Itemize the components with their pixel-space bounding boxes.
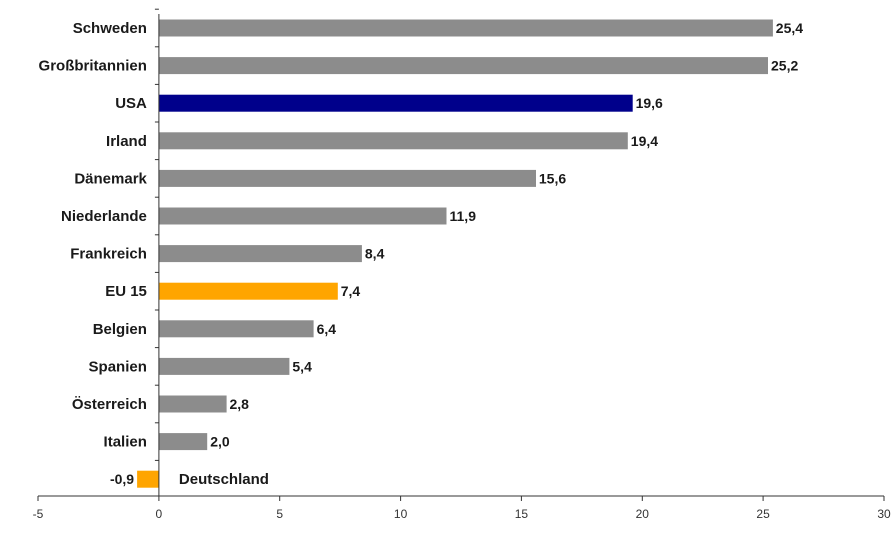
- bar-großbritannien: [158, 57, 768, 75]
- bar-niederlande: [158, 207, 447, 225]
- value-label: 7,4: [341, 283, 361, 299]
- bar-dänemark: [158, 169, 536, 187]
- category-label: Irland: [106, 133, 147, 150]
- value-labels-group: 25,4 25,2 19,6 19,4 15,6 11,9 8,4 7,4 6,4 5,4 2,8 2…: [110, 20, 803, 487]
- y-axis-ticks-group: [154, 8, 159, 461]
- bar-belgien: [158, 320, 314, 338]
- category-label: USA: [115, 95, 147, 112]
- category-label: Niederlande: [61, 208, 147, 225]
- value-label: 19,4: [631, 133, 658, 149]
- value-label: 11,9: [450, 208, 477, 224]
- category-label: Deutschland: [179, 471, 269, 488]
- x-tick-label: 10: [394, 507, 408, 521]
- category-labels-group: Schweden Großbritannien USA Irland Dänemark N…: [39, 20, 269, 488]
- category-label: Belgien: [93, 321, 147, 338]
- bar-italien: [158, 433, 208, 451]
- bar-österreich: [158, 395, 227, 413]
- value-label: 2,8: [230, 396, 250, 412]
- x-tick-label: 5: [276, 507, 283, 521]
- x-tick-label: 15: [515, 507, 529, 521]
- x-axis-ticks-group: -5 0 5 10 15 20 25 30: [33, 496, 891, 521]
- bar-frankreich: [158, 245, 362, 263]
- bar-deutschland: [137, 470, 159, 488]
- category-label: Dänemark: [74, 170, 147, 187]
- bar-eu-15: [158, 282, 338, 300]
- value-label: 15,6: [539, 170, 566, 186]
- category-label: Frankreich: [70, 246, 147, 263]
- value-label: 19,6: [636, 95, 663, 111]
- category-label: Großbritannien: [39, 58, 147, 75]
- value-label: 8,4: [365, 246, 385, 262]
- category-label: Österreich: [72, 396, 147, 413]
- bar-irland: [158, 132, 628, 150]
- x-tick-label: 0: [156, 507, 163, 521]
- category-label: Schweden: [73, 20, 147, 37]
- value-label: 25,2: [771, 58, 798, 74]
- bar-spanien: [158, 357, 290, 375]
- x-tick-label: 20: [636, 507, 650, 521]
- value-label: 5,4: [292, 358, 312, 374]
- x-tick-label: 25: [756, 507, 770, 521]
- value-label: 6,4: [317, 321, 337, 337]
- value-label: 2,0: [210, 434, 230, 450]
- value-label: 25,4: [776, 20, 803, 36]
- bar-schweden: [158, 19, 773, 37]
- category-label: Spanien: [89, 358, 147, 375]
- category-label: EU 15: [105, 283, 147, 300]
- category-label: Italien: [104, 434, 147, 451]
- bars-group: [137, 19, 773, 488]
- bar-usa: [158, 94, 633, 112]
- x-tick-label: -5: [33, 507, 44, 521]
- x-tick-label: 30: [877, 507, 891, 521]
- value-label: -0,9: [110, 471, 134, 487]
